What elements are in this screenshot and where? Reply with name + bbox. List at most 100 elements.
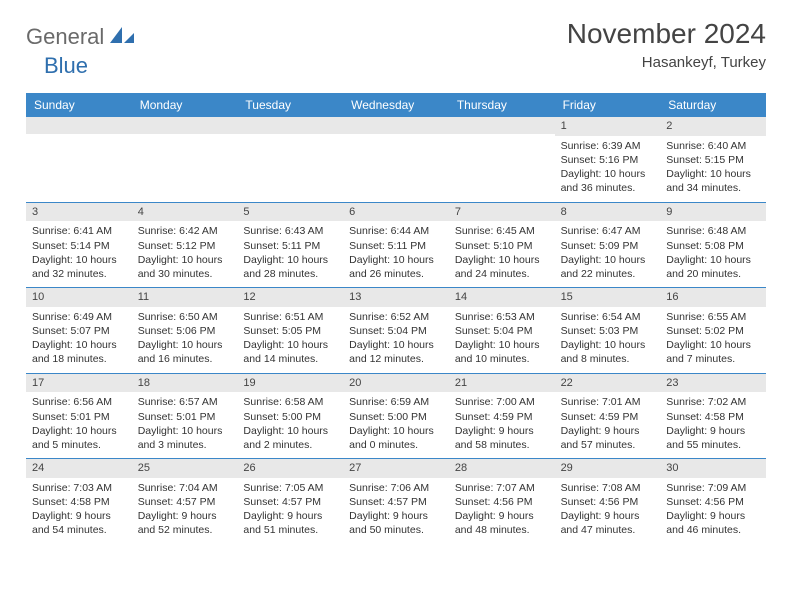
day-cell: 5Sunrise: 6:43 AMSunset: 5:11 PMDaylight… — [237, 203, 343, 288]
day-number: 24 — [26, 459, 132, 478]
day-number: 5 — [237, 203, 343, 222]
sunset-text: Sunset: 4:57 PM — [243, 495, 337, 509]
day-number: 30 — [660, 459, 766, 478]
day-cell: 28 Sunrise: 7:07 AMSunset: 4:56 PMDayligh… — [449, 459, 555, 544]
sunset-text: Sunset: 5:00 PM — [349, 410, 443, 424]
sunrise-text: Sunrise: 6:40 AM — [666, 139, 760, 153]
sunset-text: Sunset: 5:14 PM — [32, 239, 126, 253]
sunrise-text: Sunrise: 7:08 AM — [561, 481, 655, 495]
sunset-text: Sunset: 4:56 PM — [455, 495, 549, 509]
day-cell: 3 Sunrise: 6:41 AMSunset: 5:14 PMDaylight… — [26, 203, 132, 288]
daylight-text: Daylight: 9 hours and 58 minutes. — [455, 424, 549, 452]
day-number: 17 — [26, 374, 132, 393]
week-row: 10Sunrise: 6:49 AMSunset: 5:07 PMDayligh… — [26, 287, 766, 373]
daylight-text: Daylight: 10 hours and 36 minutes. — [561, 167, 655, 195]
weeks-container: 1Sunrise: 6:39 AMSunset: 5:16 PMDaylight… — [26, 117, 766, 544]
sunrise-text: Sunrise: 6:55 AM — [666, 310, 760, 324]
day-cell: 1Sunrise: 6:39 AMSunset: 5:16 PMDaylight… — [555, 117, 661, 202]
day-cell — [237, 117, 343, 202]
sunrise-text: Sunrise: 7:03 AM — [32, 481, 126, 495]
sunrise-text: Sunrise: 6:54 AM — [561, 310, 655, 324]
day-cell: 4Sunrise: 6:42 AMSunset: 5:12 PMDaylight… — [132, 203, 238, 288]
sunrise-text: Sunrise: 6:44 AM — [349, 224, 443, 238]
day-header-saturday: Saturday — [660, 93, 766, 117]
sunset-text: Sunset: 4:57 PM — [138, 495, 232, 509]
daylight-text: Daylight: 9 hours and 54 minutes. — [32, 509, 126, 537]
day-number: 28 — [449, 459, 555, 478]
sunset-text: Sunset: 4:59 PM — [561, 410, 655, 424]
day-number: 3 — [26, 203, 132, 222]
day-cell: 21Sunrise: 7:00 AMSunset: 4:59 PMDayligh… — [449, 374, 555, 459]
day-number: 9 — [660, 203, 766, 222]
day-header-monday: Monday — [132, 93, 238, 117]
day-number: 26 — [237, 459, 343, 478]
sunrise-text: Sunrise: 7:07 AM — [455, 481, 549, 495]
day-number: 18 — [132, 374, 238, 393]
day-cell: 22Sunrise: 7:01 AMSunset: 4:59 PMDayligh… — [555, 374, 661, 459]
day-number — [449, 117, 555, 134]
day-cell: 7Sunrise: 6:45 AMSunset: 5:10 PMDaylight… — [449, 203, 555, 288]
sunset-text: Sunset: 5:10 PM — [455, 239, 549, 253]
calendar-grid: Sunday Monday Tuesday Wednesday Thursday… — [26, 93, 766, 544]
daylight-text: Daylight: 9 hours and 47 minutes. — [561, 509, 655, 537]
daylight-text: Daylight: 10 hours and 20 minutes. — [666, 253, 760, 281]
sunset-text: Sunset: 5:12 PM — [138, 239, 232, 253]
month-title: November 2024 — [567, 18, 766, 50]
day-cell: 27Sunrise: 7:06 AMSunset: 4:57 PMDayligh… — [343, 459, 449, 544]
day-number: 13 — [343, 288, 449, 307]
week-row: 1Sunrise: 6:39 AMSunset: 5:16 PMDaylight… — [26, 117, 766, 202]
daylight-text: Daylight: 10 hours and 2 minutes. — [243, 424, 337, 452]
daylight-text: Daylight: 9 hours and 48 minutes. — [455, 509, 549, 537]
day-cell: 19Sunrise: 6:58 AMSunset: 5:00 PMDayligh… — [237, 374, 343, 459]
day-cell: 23Sunrise: 7:02 AMSunset: 4:58 PMDayligh… — [660, 374, 766, 459]
daylight-text: Daylight: 10 hours and 3 minutes. — [138, 424, 232, 452]
sunset-text: Sunset: 5:02 PM — [666, 324, 760, 338]
daylight-text: Daylight: 10 hours and 22 minutes. — [561, 253, 655, 281]
day-number — [343, 117, 449, 134]
day-cell: 11Sunrise: 6:50 AMSunset: 5:06 PMDayligh… — [132, 288, 238, 373]
day-number: 29 — [555, 459, 661, 478]
sunset-text: Sunset: 4:57 PM — [349, 495, 443, 509]
sunset-text: Sunset: 4:56 PM — [666, 495, 760, 509]
location-label: Hasankeyf, Turkey — [567, 54, 766, 71]
sunset-text: Sunset: 4:58 PM — [32, 495, 126, 509]
week-row: 24Sunrise: 7:03 AMSunset: 4:58 PMDayligh… — [26, 458, 766, 544]
sunset-text: Sunset: 5:11 PM — [349, 239, 443, 253]
brand-text-general: General — [26, 24, 104, 50]
sunrise-text: Sunrise: 7:04 AM — [138, 481, 232, 495]
sunrise-text: Sunrise: 6:53 AM — [455, 310, 549, 324]
sunrise-text: Sunrise: 6:59 AM — [349, 395, 443, 409]
day-header-thursday: Thursday — [449, 93, 555, 117]
daylight-text: Daylight: 10 hours and 18 minutes. — [32, 338, 126, 366]
sunset-text: Sunset: 4:59 PM — [455, 410, 549, 424]
sunset-text: Sunset: 5:16 PM — [561, 153, 655, 167]
day-number: 12 — [237, 288, 343, 307]
daylight-text: Daylight: 9 hours and 52 minutes. — [138, 509, 232, 537]
day-cell: 6Sunrise: 6:44 AMSunset: 5:11 PMDaylight… — [343, 203, 449, 288]
sunrise-text: Sunrise: 7:05 AM — [243, 481, 337, 495]
day-number — [26, 117, 132, 134]
daylight-text: Daylight: 9 hours and 55 minutes. — [666, 424, 760, 452]
sunrise-text: Sunrise: 6:58 AM — [243, 395, 337, 409]
sunset-text: Sunset: 5:03 PM — [561, 324, 655, 338]
day-cell: 8Sunrise: 6:47 AMSunset: 5:09 PMDaylight… — [555, 203, 661, 288]
sunrise-text: Sunrise: 6:41 AM — [32, 224, 126, 238]
sunrise-text: Sunrise: 6:48 AM — [666, 224, 760, 238]
daylight-text: Daylight: 10 hours and 8 minutes. — [561, 338, 655, 366]
day-cell: 30Sunrise: 7:09 AMSunset: 4:56 PMDayligh… — [660, 459, 766, 544]
daylight-text: Daylight: 10 hours and 32 minutes. — [32, 253, 126, 281]
day-cell — [343, 117, 449, 202]
sunrise-text: Sunrise: 6:51 AM — [243, 310, 337, 324]
day-cell: 12Sunrise: 6:51 AMSunset: 5:05 PMDayligh… — [237, 288, 343, 373]
day-number: 15 — [555, 288, 661, 307]
day-header-tuesday: Tuesday — [237, 93, 343, 117]
day-cell — [132, 117, 238, 202]
day-header-wednesday: Wednesday — [343, 93, 449, 117]
day-number: 11 — [132, 288, 238, 307]
day-cell — [26, 117, 132, 202]
daylight-text: Daylight: 9 hours and 50 minutes. — [349, 509, 443, 537]
day-cell: 18Sunrise: 6:57 AMSunset: 5:01 PMDayligh… — [132, 374, 238, 459]
day-header-friday: Friday — [555, 93, 661, 117]
sunset-text: Sunset: 5:04 PM — [455, 324, 549, 338]
day-number: 2 — [660, 117, 766, 136]
